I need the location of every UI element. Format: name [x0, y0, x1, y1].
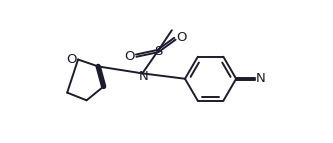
- Text: O: O: [176, 31, 187, 44]
- Text: O: O: [124, 50, 135, 63]
- Text: S: S: [155, 44, 163, 57]
- Text: O: O: [67, 53, 77, 66]
- Text: N: N: [255, 72, 265, 85]
- Text: N: N: [138, 70, 148, 83]
